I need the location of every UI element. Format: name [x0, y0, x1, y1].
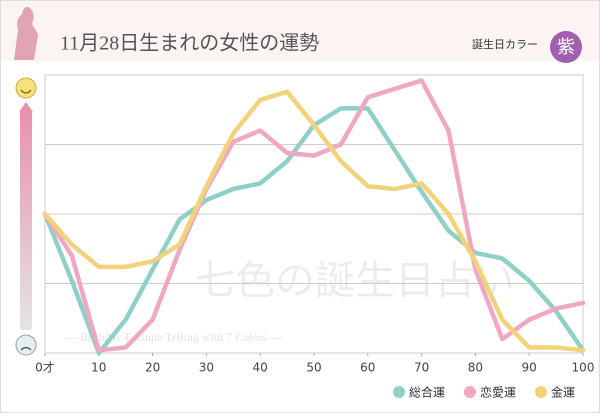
color-badge [550, 31, 582, 63]
legend-label: 金運 [551, 385, 575, 400]
happy-mouth [20, 89, 32, 94]
x-tick-label: 0才 [35, 361, 55, 375]
color-name: 紫 [557, 37, 575, 58]
color-label: 誕生日カラー [472, 37, 538, 51]
x-tick-label: 60 [360, 361, 375, 375]
title: 11月28日生まれの女性の運勢 [60, 32, 319, 55]
x-tick-label: 50 [306, 361, 321, 375]
x-tick-label: 40 [253, 361, 268, 375]
happy-icon [15, 77, 37, 99]
legend-swatch [464, 386, 476, 398]
x-tick-label: 100 [572, 361, 595, 375]
series-line [42, 78, 586, 353]
series-line [42, 89, 586, 353]
x-tick-label: 70 [414, 361, 429, 375]
x-tick-label: 80 [468, 361, 483, 375]
legend-swatch [535, 386, 547, 398]
legend-swatch [393, 386, 405, 398]
legend-label: 総合運 [409, 385, 445, 400]
silhouette [14, 6, 38, 60]
header-band [1, 1, 599, 61]
x-tick-label: 90 [522, 361, 537, 375]
legend-label: 恋愛運 [480, 385, 516, 400]
worried-mouth [20, 346, 32, 351]
x-tick-label: 30 [199, 361, 214, 375]
x-tick-label: 10 [91, 361, 106, 375]
x-tick-label: 20 [145, 361, 160, 375]
scale-arrow [19, 102, 33, 112]
watermark-tagline: — Birthday Fortune Telling with 7 Colors… [64, 330, 283, 344]
worried-icon [15, 334, 37, 356]
scale-bar [20, 110, 32, 330]
watermark-logo: 七色の誕生日占い [195, 258, 515, 303]
